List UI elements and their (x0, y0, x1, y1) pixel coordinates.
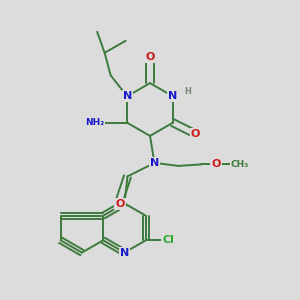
Text: N: N (168, 91, 178, 101)
Text: O: O (191, 129, 200, 139)
Text: NH₂: NH₂ (85, 118, 105, 127)
Text: H: H (184, 87, 191, 96)
Text: O: O (145, 52, 155, 62)
Text: O: O (211, 159, 221, 170)
Text: N: N (122, 91, 132, 101)
Text: O: O (115, 199, 125, 209)
Text: CH₃: CH₃ (230, 160, 248, 169)
Text: N: N (120, 248, 129, 258)
Text: Cl: Cl (162, 235, 174, 245)
Text: N: N (150, 158, 159, 168)
